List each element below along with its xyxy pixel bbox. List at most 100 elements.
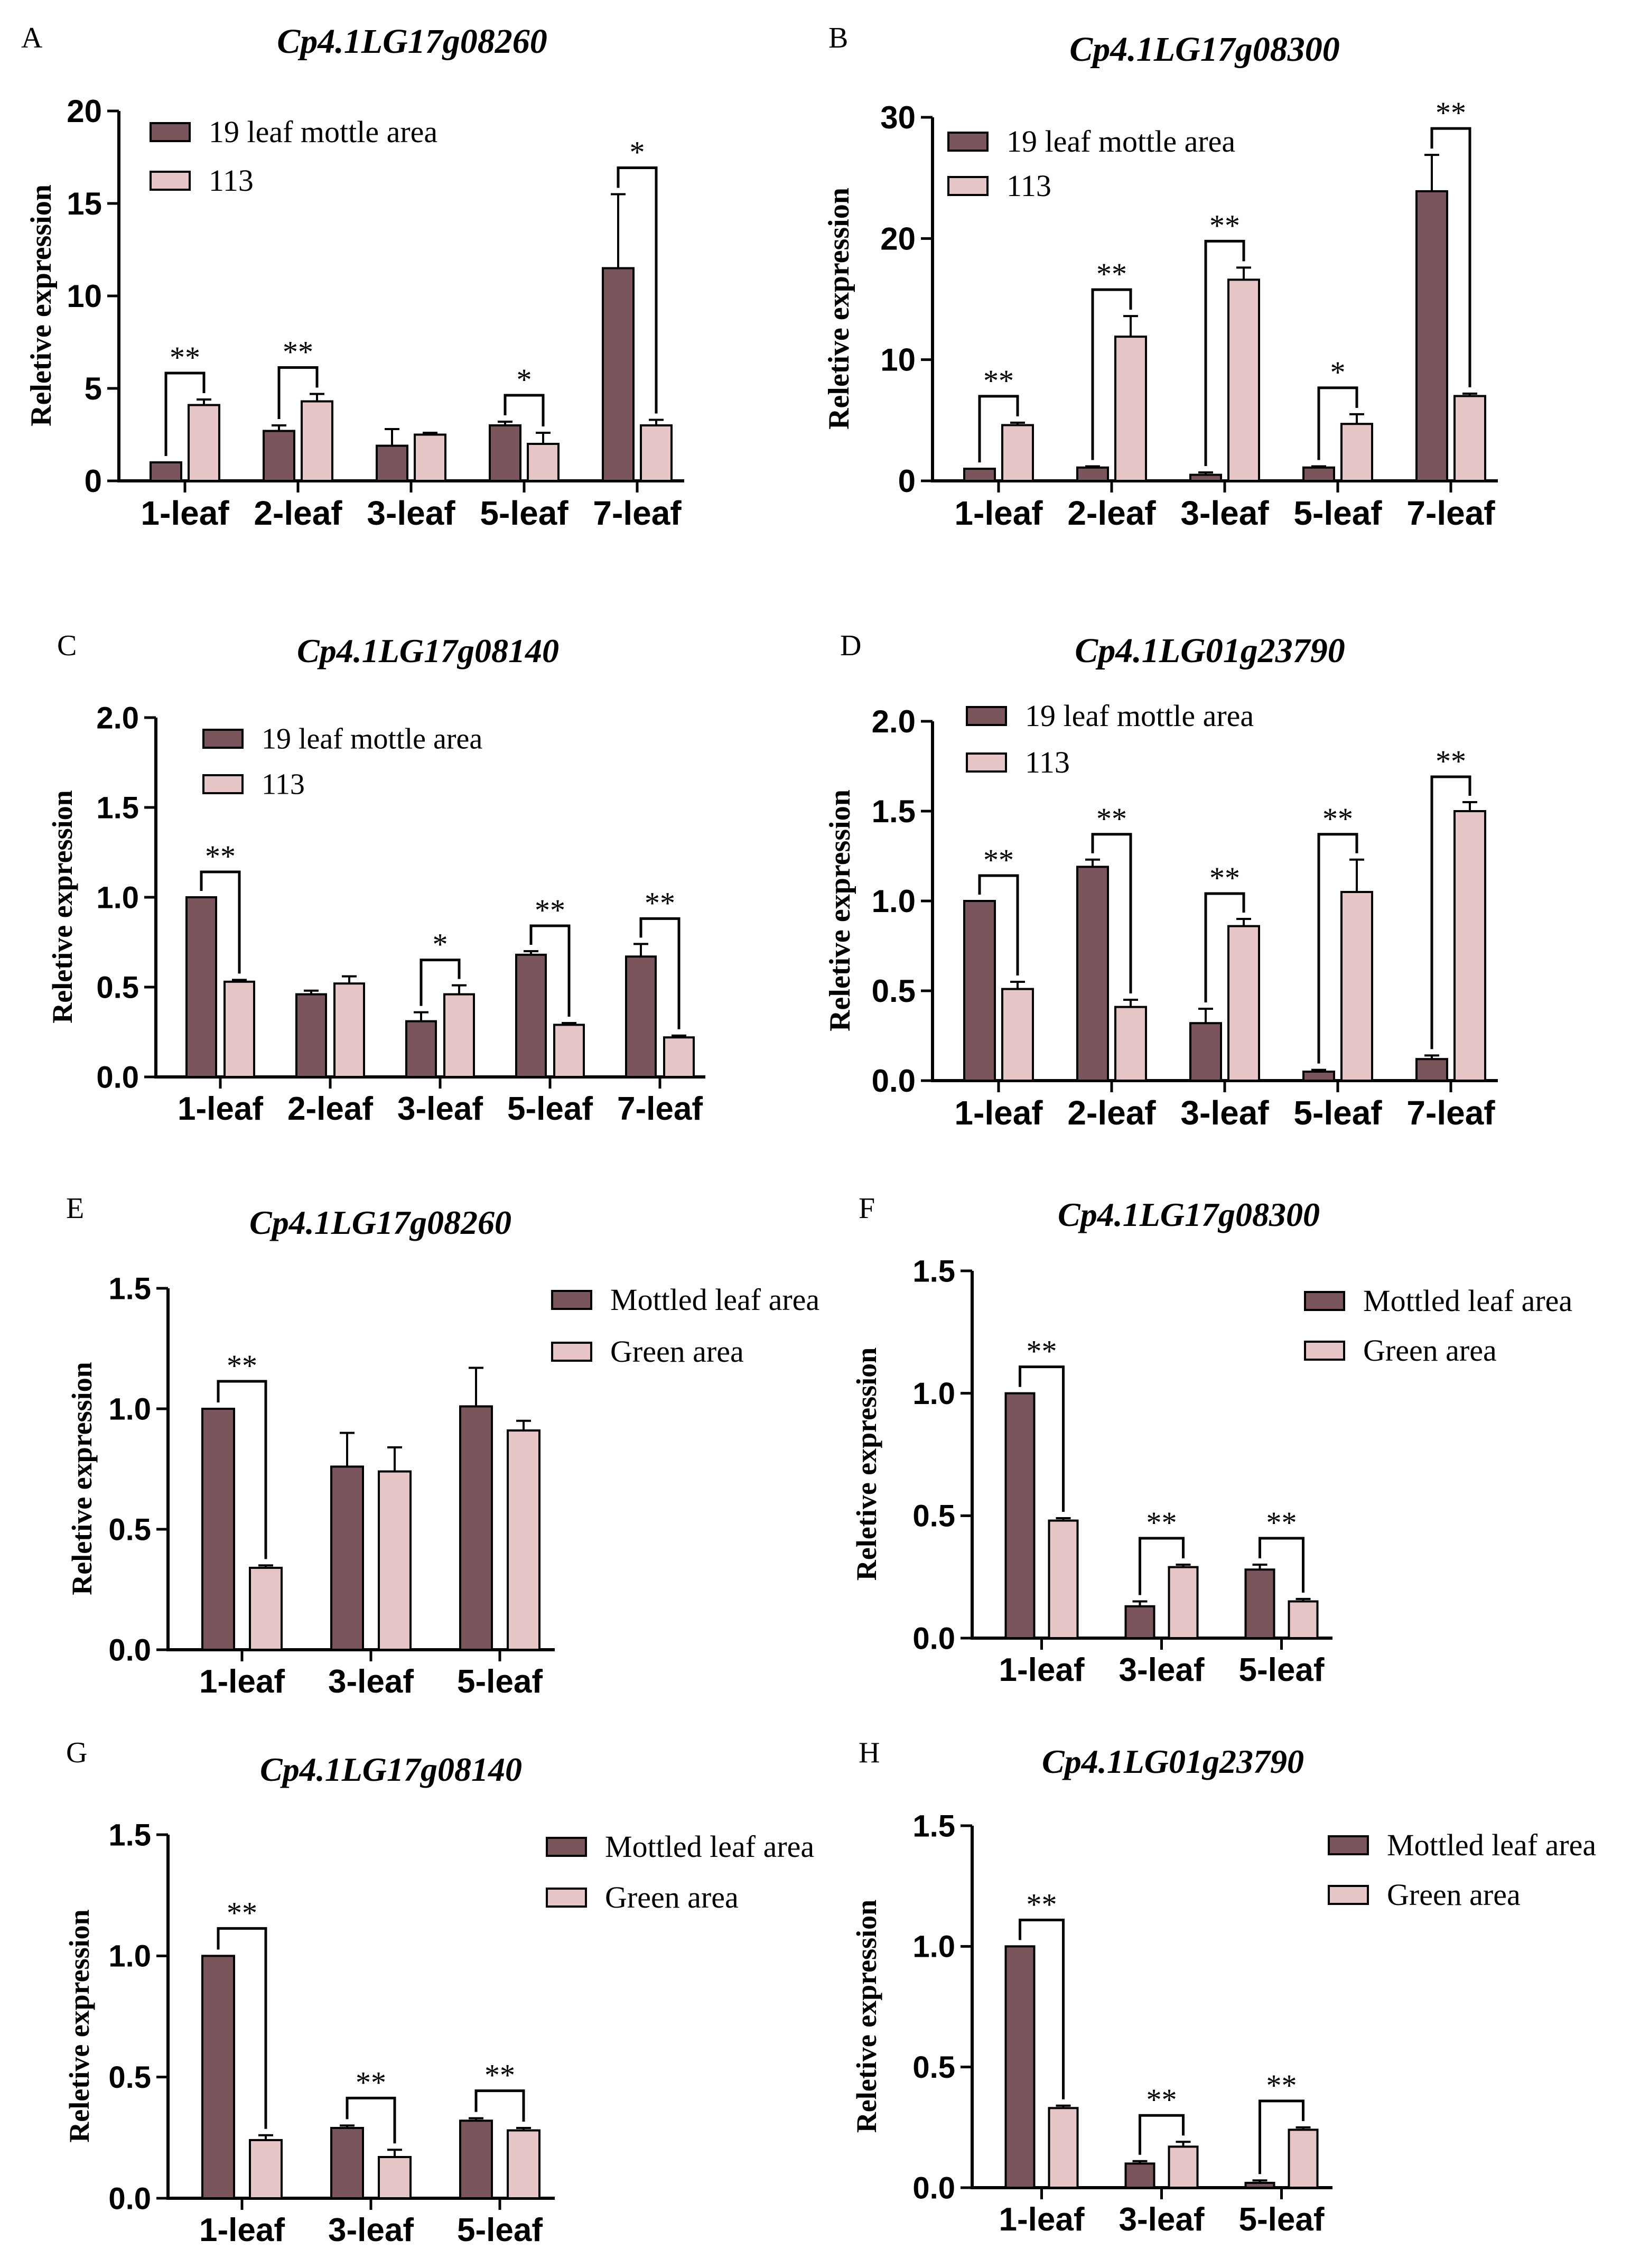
- significance-bracket: [1139, 1537, 1185, 1595]
- significance-bracket: [1139, 2114, 1185, 2155]
- y-tick-label: 1.0: [912, 1377, 955, 1411]
- x-tick-label: 5-leaf: [457, 2212, 543, 2248]
- bar-series2-7-leaf: [1453, 395, 1486, 482]
- bar-series1-5-leaf: [1244, 1568, 1275, 1639]
- bar-series2-5-leaf: [1340, 891, 1373, 1082]
- bar-series1-1-leaf: [185, 896, 217, 1078]
- legend-label-series1: 19 leaf mottle area: [1025, 699, 1254, 733]
- bar-series1-7-leaf: [1415, 1058, 1448, 1082]
- bar-series2-2-leaf: [301, 400, 333, 482]
- panel-letter: H: [859, 1736, 880, 1769]
- bar-series1-1-leaf: [150, 461, 182, 482]
- significance-label: *: [517, 362, 532, 397]
- y-tick-label: 0.5: [108, 1512, 151, 1547]
- y-axis-label: Reletive expression: [824, 789, 856, 1031]
- bar-series1-3-leaf: [1189, 1022, 1222, 1082]
- y-tick-label: 0.5: [872, 973, 916, 1009]
- y-axis-label: Reletive expression: [66, 1362, 98, 1595]
- significance-bracket: [504, 394, 545, 426]
- panel-b: B Cp4.1LG17g08300 Reletive expression 0 10 20…: [823, 22, 1498, 532]
- legend-label-series2: Green area: [605, 1880, 739, 1914]
- bar-series2-7-leaf: [663, 1036, 695, 1078]
- panel-letter: A: [21, 22, 43, 54]
- significance-label: **: [1027, 1887, 1057, 1921]
- significance-label: *: [630, 135, 645, 170]
- panel-e: E Cp4.1LG17g08260 Reletive expression 0.0 0.…: [66, 1192, 819, 1700]
- bar-series2-3-leaf: [1168, 2145, 1199, 2189]
- panel-g: G Cp4.1LG17g08140 Reletive expression 0.0 0.…: [63, 1736, 814, 2248]
- significance-bracket: [1430, 127, 1471, 387]
- legend-swatch-series2: [1304, 1341, 1345, 1361]
- y-tick-label: 0.0: [108, 1633, 151, 1667]
- significance-label: **: [1209, 861, 1240, 895]
- significance-bracket: [164, 371, 206, 456]
- bar-series1-1-leaf: [963, 900, 996, 1082]
- legend-swatch-series2: [947, 176, 989, 196]
- significance-bracket: [217, 1380, 267, 1559]
- significance-label: **: [983, 364, 1014, 398]
- legend-label-series2: 113: [1006, 169, 1051, 203]
- bar-series1-7-leaf: [602, 267, 635, 482]
- x-tick-label: 2-leaf: [287, 1091, 373, 1127]
- chart-title: Cp4.1LG17g08300: [1058, 1196, 1320, 1233]
- legend-swatch-series2: [551, 1342, 592, 1362]
- panel-d: D Cp4.1LG01g23790 Reletive expression 0.0 0.…: [824, 629, 1498, 1132]
- significance-bracket: [1259, 2099, 1304, 2174]
- y-tick-label: 0.0: [912, 2171, 955, 2205]
- chart-title: Cp4.1LG01g23790: [1042, 1743, 1304, 1780]
- legend-label-series1: Mottled leaf area: [1387, 1828, 1596, 1862]
- chart-title: Cp4.1LG17g08300: [1069, 30, 1340, 69]
- bar-series1-1-leaf: [201, 1408, 235, 1651]
- x-tick-label: 7-leaf: [617, 1091, 703, 1127]
- chart-title: Cp4.1LG17g08140: [297, 632, 559, 670]
- bar-series2-3-leaf: [1227, 925, 1260, 1082]
- significance-label: **: [645, 886, 675, 920]
- y-tick-label: 0: [898, 463, 916, 499]
- significance-label: **: [1266, 1505, 1297, 1540]
- x-tick-label: 2-leaf: [1067, 494, 1156, 532]
- x-tick-label: 1-leaf: [199, 1663, 285, 1700]
- significance-bracket: [639, 917, 681, 1029]
- y-axis-label: Reletive expression: [851, 1347, 882, 1581]
- legend-label-series1: Mottled leaf area: [605, 1829, 814, 1864]
- y-tick-label: 0.5: [108, 2060, 151, 2095]
- bar-series2-1-leaf: [1001, 424, 1034, 482]
- significance-bracket: [617, 166, 658, 414]
- significance-label: **: [1147, 1505, 1177, 1540]
- significance-bracket: [474, 2089, 525, 2122]
- significance-bracket: [1317, 386, 1358, 460]
- bar-series2-5-leaf: [507, 2129, 540, 2199]
- x-tick-label: 5-leaf: [480, 494, 568, 532]
- bar-series1-3-leaf: [376, 444, 408, 482]
- x-tick-label: 3-leaf: [1119, 1652, 1205, 1688]
- significance-label: **: [535, 893, 565, 927]
- legend-label-series1: 19 leaf mottle area: [262, 722, 482, 755]
- bar-series1-5-leaf: [515, 953, 547, 1079]
- y-tick-label: 0.5: [96, 970, 139, 1005]
- x-tick-label: 3-leaf: [1119, 2201, 1205, 2238]
- y-tick-label: 0.0: [872, 1063, 916, 1099]
- bar-series1-5-leaf: [1244, 2181, 1275, 2189]
- chart-title: Cp4.1LG17g08260: [249, 1204, 511, 1241]
- bar-series1-2-leaf: [1076, 866, 1109, 1082]
- bar-series2-3-leaf: [378, 2156, 412, 2199]
- significance-bracket: [1091, 833, 1132, 993]
- x-tick-label: 7-leaf: [1406, 494, 1495, 532]
- significance-label: **: [1096, 802, 1127, 836]
- panel-letter: F: [859, 1192, 875, 1225]
- bar-series1-5-leaf: [1302, 466, 1335, 482]
- panel-letter: C: [57, 629, 77, 662]
- significance-label: *: [433, 927, 448, 962]
- legend-label-series2: 113: [1025, 745, 1070, 779]
- y-tick-label: 30: [880, 100, 916, 135]
- significance-bracket: [1019, 1365, 1065, 1512]
- bar-series2-3-leaf: [1227, 278, 1260, 482]
- x-tick-label: 5-leaf: [1239, 1652, 1325, 1688]
- x-tick-label: 1-leaf: [999, 1652, 1085, 1688]
- significance-bracket: [1091, 288, 1132, 460]
- bar-series2-1-leaf: [1001, 988, 1034, 1082]
- legend-swatch-series1: [202, 729, 244, 749]
- bar-series2-5-leaf: [553, 1024, 585, 1079]
- bar-series1-7-leaf: [625, 955, 657, 1078]
- significance-bracket: [1317, 833, 1358, 1064]
